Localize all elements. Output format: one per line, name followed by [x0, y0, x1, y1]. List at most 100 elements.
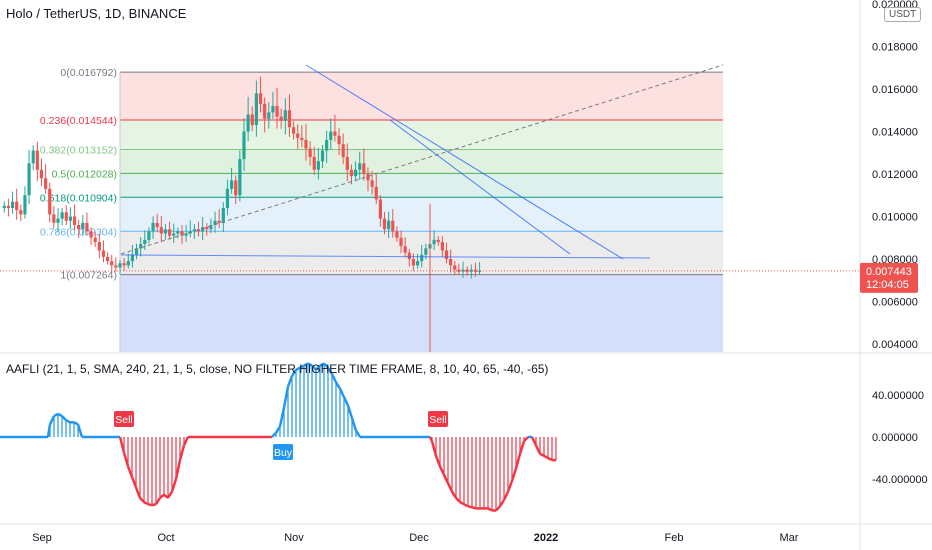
- candle-body: [48, 188, 52, 215]
- price-tick-label: 0.004000: [872, 339, 918, 351]
- candle-body: [39, 169, 44, 179]
- indicator-line: [278, 407, 286, 427]
- indicator-line: [434, 455, 442, 467]
- candle-body: [238, 159, 242, 196]
- candle-body: [242, 131, 246, 160]
- fib-label: 0.236(0.014544): [40, 115, 117, 127]
- fib-band: [120, 119, 723, 150]
- fib-band: [120, 149, 723, 174]
- indicator-line: [319, 362, 325, 367]
- candle-body: [229, 180, 234, 189]
- candle-body: [106, 256, 110, 262]
- indicator-line: [61, 415, 67, 422]
- indicator-line: [455, 497, 461, 503]
- indicator-line: [471, 506, 477, 510]
- candle-body: [337, 135, 341, 145]
- indicator-line: [134, 486, 142, 499]
- indicator-line: [487, 507, 493, 512]
- candle-body: [81, 222, 85, 230]
- indicator-line: [539, 452, 545, 458]
- indicator-tick-label: -40.000000: [872, 474, 928, 486]
- time-tick-label: Nov: [284, 532, 304, 544]
- time-tick-label: Oct: [157, 532, 174, 544]
- price-tick-label: 0.016000: [872, 84, 918, 96]
- candle-body: [2, 205, 6, 209]
- indicator-line: [459, 500, 465, 506]
- candle-body: [151, 222, 155, 232]
- candle-body: [35, 150, 39, 170]
- candle-body: [449, 259, 453, 266]
- candle-body: [358, 163, 362, 170]
- candle-body: [44, 178, 48, 189]
- price-tick-label: 0.012000: [872, 169, 918, 181]
- candle-body: [221, 208, 225, 223]
- candle-body: [184, 233, 188, 236]
- candle-body: [60, 212, 64, 219]
- candle-body: [353, 169, 358, 177]
- fib-band: [120, 72, 723, 120]
- candle-body: [275, 106, 279, 117]
- indicator-line: [518, 440, 526, 455]
- indicator-line: [139, 497, 145, 503]
- fib-label: 0.618(0.010904): [40, 192, 117, 204]
- signal-label: Buy: [274, 447, 293, 459]
- price-tick-label: 0.010000: [872, 212, 918, 224]
- candle-body: [407, 252, 411, 259]
- time-tick-label: Sep: [32, 532, 52, 544]
- candle-body: [387, 220, 391, 230]
- indicator-line: [126, 465, 134, 478]
- indicator-line: [450, 490, 458, 499]
- candle-body: [312, 157, 316, 170]
- candle-body: [349, 169, 354, 177]
- currency-badge[interactable]: USDT: [884, 7, 922, 22]
- candle-body: [15, 201, 19, 211]
- indicator-line: [342, 396, 350, 407]
- candle-body: [213, 220, 217, 225]
- candle-body: [31, 150, 35, 164]
- indicator-line: [159, 493, 165, 499]
- indicator-line: [495, 505, 501, 512]
- candle-body: [374, 186, 378, 200]
- candle-body: [296, 133, 300, 138]
- candle-body: [461, 269, 465, 272]
- candle-body: [362, 163, 366, 174]
- price-tick-label: 0.020000: [872, 0, 918, 11]
- candle-body: [320, 150, 325, 162]
- candle-body: [254, 93, 258, 126]
- candle-body: [85, 222, 89, 232]
- candle-body: [432, 239, 436, 245]
- time-tick-label: Dec: [409, 532, 429, 544]
- candle-body: [19, 210, 23, 215]
- indicator-line: [543, 454, 549, 460]
- candle-body: [97, 242, 101, 251]
- indicator-line: [346, 405, 354, 419]
- candle-body: [267, 112, 271, 119]
- candle-body: [101, 250, 106, 257]
- indicator-line: [118, 436, 126, 454]
- candle-body: [110, 261, 114, 266]
- indicator-line: [514, 453, 522, 469]
- indicator-line: [467, 505, 473, 509]
- indicator-line: [502, 491, 510, 501]
- price-tick-label: 0.018000: [872, 42, 918, 54]
- trend-line-diagonal: [120, 64, 724, 255]
- candle-body: [209, 225, 213, 230]
- candle-body: [465, 269, 469, 272]
- candle-body: [180, 231, 184, 236]
- indicator-line: [46, 424, 52, 438]
- candle-body: [250, 114, 254, 126]
- indicator-line: [282, 386, 290, 408]
- indicator-line: [154, 497, 162, 505]
- candle-body: [23, 195, 27, 215]
- indicator-title[interactable]: AAFLI (21, 1, 5, SMA, 240, 21, 1, 5, clo…: [6, 362, 549, 376]
- candle-body: [163, 229, 168, 234]
- signal-label: Sell: [115, 414, 133, 426]
- candle-body: [395, 231, 399, 238]
- candle-body: [345, 157, 349, 170]
- candle-body: [440, 242, 444, 251]
- indicator-line: [147, 502, 153, 507]
- candle-body: [147, 231, 151, 240]
- candle-body: [391, 220, 395, 232]
- signal-marker: [428, 411, 448, 427]
